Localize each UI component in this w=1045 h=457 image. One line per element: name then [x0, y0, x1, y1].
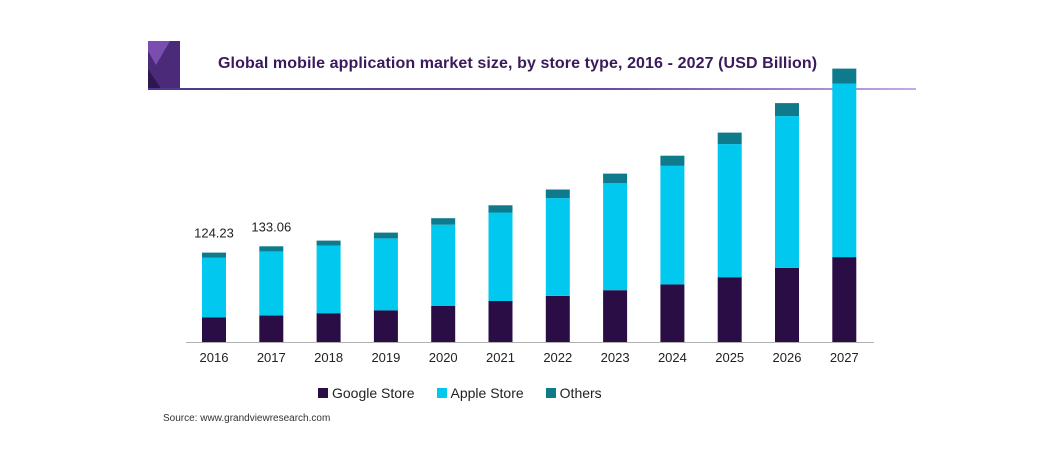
bar-others-2023: [603, 173, 628, 183]
bar-apple-2025: [717, 144, 742, 278]
brand-logo: [148, 41, 180, 90]
bar-apple-2021: [488, 212, 513, 301]
source-note: Source: www.grandviewresearch.com: [163, 413, 331, 424]
legend-swatch-google: [318, 388, 328, 398]
bar-others-2022: [545, 189, 570, 199]
bar-google-2019: [373, 310, 398, 342]
bar-apple-2017: [259, 251, 284, 316]
legend-item-google: Google Store: [318, 385, 415, 401]
bar-others-2016: [202, 252, 226, 258]
bar-others-2024: [660, 155, 685, 166]
bar-apple-2018: [316, 245, 341, 314]
bar-google-2025: [717, 277, 742, 342]
bar-google-2026: [775, 267, 799, 342]
title-divider: [148, 88, 916, 90]
bar-others-2025: [717, 132, 742, 145]
legend-item-others: Others: [545, 385, 602, 401]
x-tick-label-2018: 2018: [314, 350, 343, 365]
legend-item-apple: Apple Store: [436, 385, 524, 401]
data-label-2016: 124.23: [194, 226, 234, 241]
x-tick-label-2027: 2027: [830, 350, 859, 365]
bar-google-2027: [832, 257, 857, 342]
bar-apple-2026: [775, 116, 799, 268]
legend-swatch-others: [545, 388, 556, 398]
x-tick-label-2023: 2023: [601, 350, 630, 365]
bar-google-2024: [660, 284, 685, 342]
bar-others-2019: [373, 232, 398, 239]
bar-others-2026: [775, 103, 799, 117]
bar-apple-2024: [660, 165, 685, 285]
bar-apple-2023: [603, 183, 628, 291]
bar-google-2018: [316, 313, 341, 342]
bar-others-2027: [832, 68, 857, 84]
bar-google-2017: [259, 315, 284, 342]
data-label-2017: 133.06: [251, 219, 291, 234]
x-tick-label-2019: 2019: [371, 350, 400, 365]
bar-google-2021: [488, 301, 513, 342]
bar-google-2023: [603, 290, 628, 342]
legend-label-google: Google Store: [332, 385, 415, 401]
x-tick-label-2020: 2020: [429, 350, 458, 365]
legend-swatch-apple: [436, 388, 447, 398]
bar-google-2020: [431, 306, 456, 342]
chart-title: Global mobile application market size, b…: [218, 55, 818, 72]
chart-legend: Google Store Apple Store Others: [318, 385, 624, 401]
x-tick-label-2016: 2016: [200, 350, 229, 365]
x-tick-label-2021: 2021: [486, 350, 515, 365]
bar-apple-2027: [832, 83, 857, 258]
bar-others-2018: [316, 240, 341, 246]
legend-label-apple: Apple Store: [450, 385, 524, 401]
x-tick-label-2017: 2017: [257, 350, 286, 365]
x-tick-label-2025: 2025: [715, 350, 744, 365]
bar-apple-2019: [373, 238, 398, 311]
bar-google-2022: [545, 296, 570, 342]
bar-others-2021: [488, 205, 513, 213]
x-tick-label-2026: 2026: [773, 350, 802, 365]
bar-others-2017: [259, 246, 284, 252]
x-tick-label-2022: 2022: [543, 350, 572, 365]
x-tick-label-2024: 2024: [658, 350, 687, 365]
bar-apple-2022: [545, 198, 570, 296]
bar-apple-2016: [202, 257, 226, 318]
bar-others-2020: [431, 218, 456, 225]
bar-google-2016: [202, 317, 226, 342]
legend-label-others: Others: [559, 385, 602, 401]
bar-apple-2020: [431, 224, 456, 306]
